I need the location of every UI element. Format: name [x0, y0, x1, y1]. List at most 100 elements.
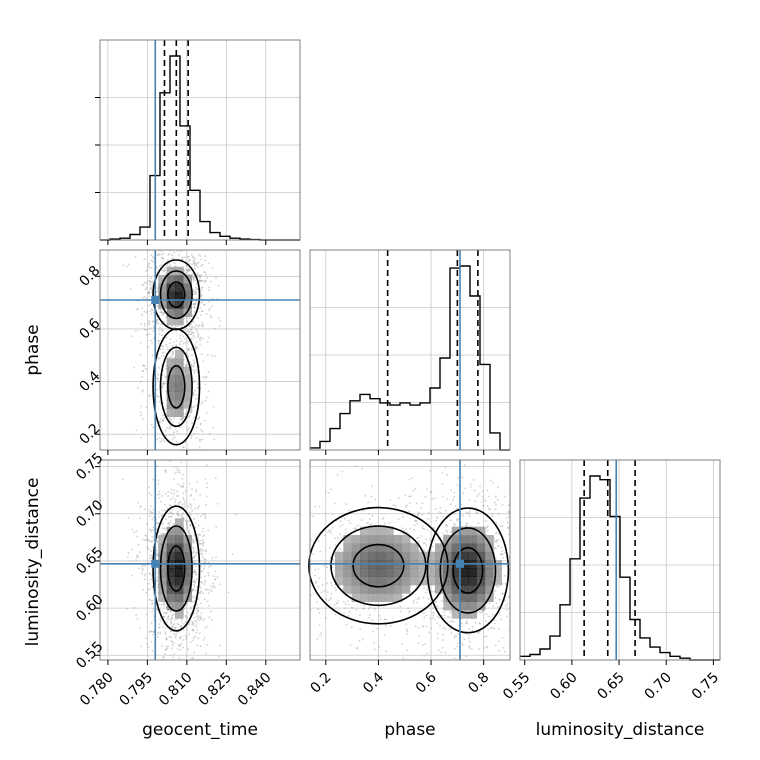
- scatter-point: [186, 602, 188, 605]
- density-cell: [368, 535, 377, 544]
- scatter-point: [449, 519, 452, 522]
- scatter-point: [191, 422, 194, 425]
- scatter-point: [465, 620, 468, 623]
- scatter-point: [165, 638, 168, 641]
- scatter-point: [140, 380, 142, 383]
- scatter-point: [496, 498, 499, 501]
- scatter-point: [487, 615, 490, 618]
- scatter-point: [331, 584, 334, 587]
- scatter-point: [450, 531, 453, 533]
- scatter-point: [325, 598, 327, 600]
- scatter-point: [456, 483, 459, 486]
- scatter-point: [162, 258, 165, 261]
- density-cell: [468, 601, 477, 611]
- scatter-point: [193, 305, 196, 308]
- density-cell: [385, 593, 394, 602]
- scatter-point: [175, 512, 178, 515]
- density-cell: [368, 585, 377, 594]
- scatter-point: [192, 629, 194, 632]
- scatter-point: [185, 616, 188, 619]
- scatter-point: [432, 614, 435, 617]
- scatter-point: [148, 295, 151, 297]
- scatter-point: [421, 625, 424, 628]
- scatter-point: [184, 256, 187, 259]
- density-cell: [183, 383, 192, 392]
- scatter-point: [151, 320, 154, 323]
- scatter-point: [492, 481, 495, 484]
- density-cell: [343, 543, 352, 552]
- scatter-point: [449, 611, 452, 613]
- scatter-point: [436, 615, 439, 618]
- scatter-point: [162, 320, 165, 323]
- scatter-point: [162, 419, 164, 422]
- scatter-point: [489, 479, 492, 482]
- scatter-point: [205, 376, 208, 379]
- scatter-point: [436, 517, 439, 520]
- scatter-point: [151, 282, 154, 285]
- scatter-point: [343, 517, 346, 520]
- scatter-point: [178, 418, 181, 421]
- scatter-point: [169, 511, 172, 513]
- contour-line: [452, 547, 484, 594]
- scatter-point: [165, 638, 168, 641]
- scatter-point: [198, 324, 200, 327]
- scatter-point: [158, 516, 160, 518]
- scatter-point: [155, 579, 158, 582]
- scatter-point: [211, 587, 214, 589]
- scatter-point: [336, 473, 339, 476]
- density-cell: [385, 526, 394, 536]
- density-cell: [451, 568, 461, 577]
- scatter-point: [171, 647, 173, 650]
- scatter-point: [164, 612, 167, 614]
- scatter-point: [146, 538, 149, 541]
- scatter-point: [137, 556, 140, 559]
- scatter-point: [160, 355, 163, 357]
- scatter-point: [173, 431, 175, 434]
- scatter-point: [314, 505, 317, 508]
- scatter-point: [192, 588, 195, 591]
- density-cell: [460, 593, 469, 602]
- scatter-point: [192, 381, 195, 384]
- scatter-point: [125, 265, 128, 268]
- scatter-point: [207, 371, 210, 374]
- scatter-point: [356, 647, 359, 649]
- scatter-point: [188, 258, 191, 261]
- scatter-point: [464, 487, 466, 490]
- scatter-point: [195, 631, 198, 634]
- scatter-point: [151, 518, 154, 521]
- scatter-point: [205, 411, 208, 414]
- scatter-point: [192, 596, 195, 599]
- density-cell: [410, 568, 419, 577]
- scatter-point: [204, 255, 207, 258]
- scatter-point: [157, 631, 160, 634]
- scatter-point: [194, 277, 196, 280]
- density-cell: [175, 316, 184, 326]
- scatter-point: [133, 531, 136, 534]
- scatter-point: [186, 363, 189, 366]
- scatter-point: [360, 519, 363, 521]
- scatter-point: [401, 643, 403, 645]
- x-tick-label: 0.780: [77, 670, 117, 710]
- scatter-point: [168, 635, 171, 638]
- scatter-point: [190, 504, 193, 506]
- scatter-point: [185, 352, 188, 354]
- density-cell: [343, 551, 352, 561]
- scatter-point: [405, 628, 408, 631]
- scatter-point: [182, 485, 185, 488]
- scatter-point: [192, 303, 195, 305]
- scatter-point: [500, 525, 502, 527]
- scatter-point: [160, 439, 163, 442]
- scatter-point: [153, 311, 155, 314]
- scatter-point: [427, 597, 430, 600]
- scatter-point: [192, 275, 195, 278]
- scatter-point: [158, 357, 161, 360]
- density-cell: [360, 568, 369, 577]
- scatter-point: [327, 531, 329, 533]
- density-cell: [343, 576, 352, 586]
- scatter-point: [430, 627, 432, 630]
- scatter-point: [196, 612, 198, 615]
- scatter-point: [151, 280, 154, 283]
- scatter-point: [318, 624, 321, 626]
- scatter-point: [468, 640, 471, 643]
